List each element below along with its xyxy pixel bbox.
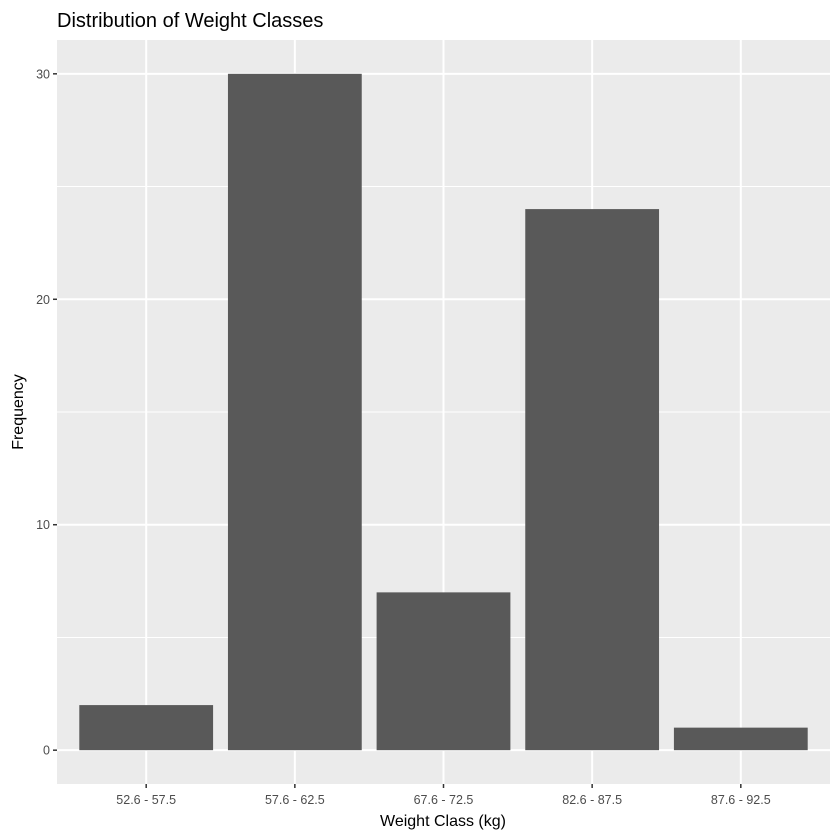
bar-57.6-62.5 <box>227 73 362 751</box>
y-tick-label: 20 <box>36 293 50 307</box>
x-axis-title: Weight Class (kg) <box>380 813 506 830</box>
bar-67.6-72.5 <box>376 592 511 751</box>
x-tick-label: 57.6 - 62.5 <box>265 793 325 807</box>
x-axis: 52.6 - 57.5 57.6 - 62.5 67.6 - 72.5 82.6 - … <box>116 784 771 807</box>
y-tick-label: 30 <box>36 67 50 81</box>
x-tick-label: 82.6 - 87.5 <box>562 793 622 807</box>
x-tick-label: 87.6 - 92.5 <box>711 793 771 807</box>
bars <box>79 73 808 751</box>
x-tick-label: 52.6 - 57.5 <box>116 793 176 807</box>
x-tick-label: 67.6 - 72.5 <box>414 793 474 807</box>
y-axis-title: Frequency <box>10 374 27 450</box>
y-axis: 0 10 20 30 <box>36 67 57 758</box>
chart-title: Distribution of Weight Classes <box>57 10 323 32</box>
y-tick-label: 10 <box>36 518 50 532</box>
bar-82.6-87.5 <box>525 209 660 751</box>
bar-52.6-57.5 <box>79 705 214 751</box>
bar-87.6-92.5 <box>673 727 808 751</box>
y-tick-label: 0 <box>43 744 50 758</box>
